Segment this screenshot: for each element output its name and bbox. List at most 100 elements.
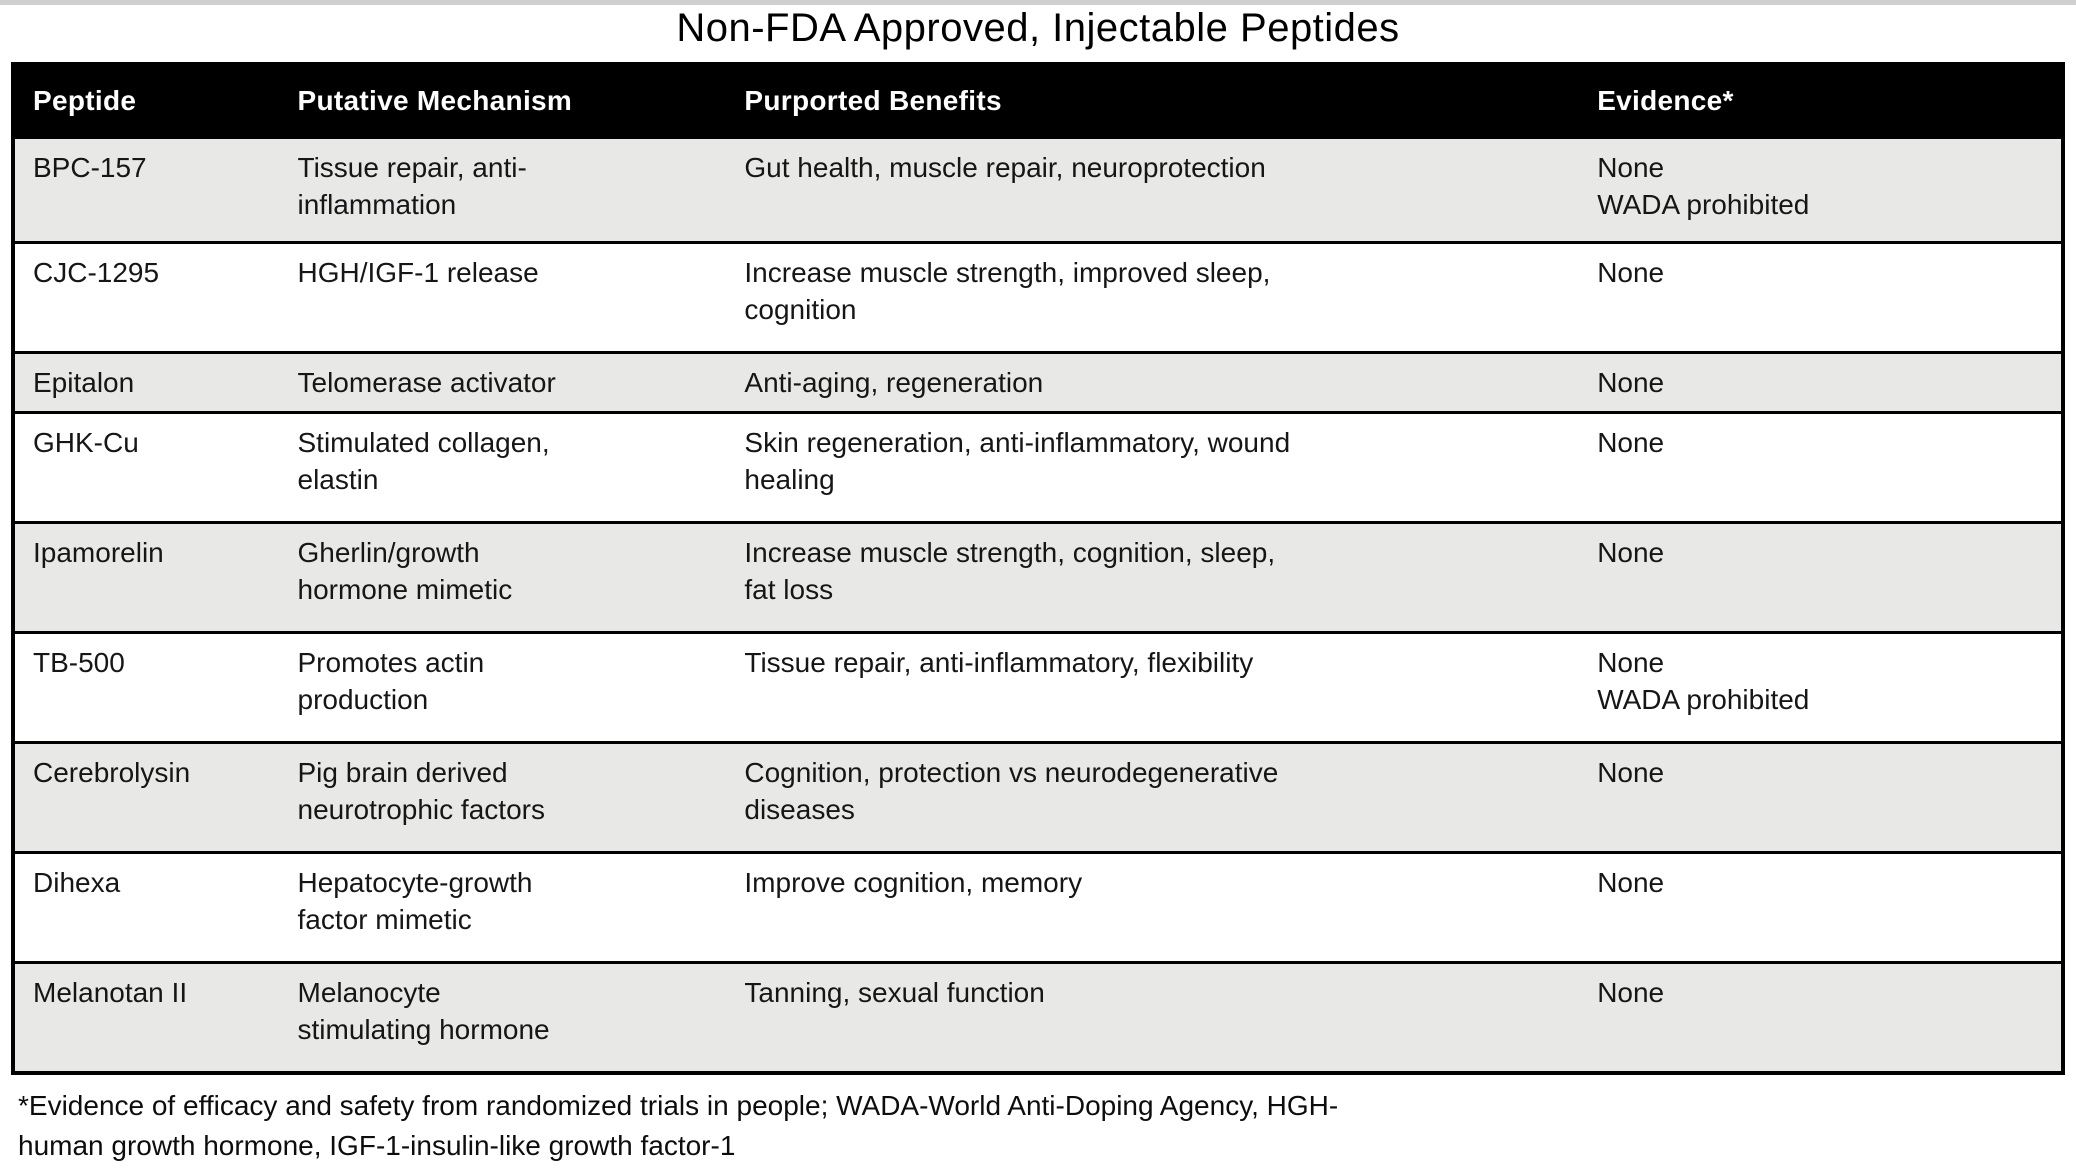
cell-line: GHK-Cu xyxy=(33,427,139,458)
cell-benefits: Tanning, sexual function xyxy=(726,961,1580,1073)
table-row: Ipamorelin Gherlin/growth hormone mimetic… xyxy=(13,521,2063,633)
cell-line: CJC-1295 xyxy=(33,257,160,288)
window-top-edge xyxy=(0,0,2076,5)
cell-evidence: None xyxy=(1579,411,2063,523)
cell-line: Gut health, muscle repair, neuroprotecti… xyxy=(744,152,1266,183)
cell-peptide: TB-500 xyxy=(13,631,280,743)
cell-line: Increase muscle strength, improved sleep… xyxy=(744,257,1271,288)
cell-line: Tanning, sexual function xyxy=(744,977,1045,1008)
cell-line: Melanotan II xyxy=(33,977,188,1008)
cell-line: healing xyxy=(744,464,835,495)
cell-peptide: Epitalon xyxy=(13,351,280,413)
cell-line: Increase muscle strength, cognition, sle… xyxy=(744,537,1276,568)
cell-evidence: None WADA prohibited xyxy=(1579,631,2063,743)
cell-line: fat loss xyxy=(744,574,834,605)
cell-line: WADA prohibited xyxy=(1597,189,1810,220)
cell-mechanism: Tissue repair, anti-inflammation xyxy=(279,136,727,243)
cell-line: TB-500 xyxy=(33,647,125,678)
cell-line: None xyxy=(1597,537,1665,568)
cell-evidence: None xyxy=(1579,351,2063,413)
cell-evidence: None WADA prohibited xyxy=(1579,136,2063,243)
cell-evidence: None xyxy=(1579,521,2063,633)
cell-benefits: Increase muscle strength, improved sleep… xyxy=(726,241,1580,353)
cell-mechanism: Pig brain derived neurotrophic factors xyxy=(279,741,727,853)
cell-line: None xyxy=(1597,867,1665,898)
cell-mechanism: Melanocyte stimulating hormone xyxy=(279,961,727,1073)
footnote-line: human growth hormone, IGF-1-insulin-like… xyxy=(18,1130,736,1161)
cell-line: diseases xyxy=(744,794,855,825)
cell-line: Anti-aging, regeneration xyxy=(744,367,1044,398)
table-row: BPC-157 Tissue repair, anti-inflammation… xyxy=(13,136,2063,243)
footnote: *Evidence of efficacy and safety from ra… xyxy=(18,1086,2058,1166)
cell-line: Telomerase activator xyxy=(297,367,556,398)
col-header-mechanism: Putative Mechanism xyxy=(279,64,727,138)
cell-peptide: GHK-Cu xyxy=(13,411,280,523)
cell-line: elastin xyxy=(297,464,379,495)
cell-line: None xyxy=(1597,977,1665,1008)
cell-evidence: None xyxy=(1579,961,2063,1073)
cell-peptide: Dihexa xyxy=(13,851,280,963)
cell-line: Melanocyte xyxy=(297,977,441,1008)
cell-line: Stimulated collagen, xyxy=(297,427,550,458)
cell-mechanism: Promotes actin production xyxy=(279,631,727,743)
table-body: BPC-157 Tissue repair, anti-inflammation… xyxy=(13,136,2063,1073)
cell-benefits: Improve cognition, memory xyxy=(726,851,1580,963)
cell-mechanism: Gherlin/growth hormone mimetic xyxy=(279,521,727,633)
cell-line: Improve cognition, memory xyxy=(744,867,1083,898)
cell-mechanism: Hepatocyte-growth factor mimetic xyxy=(279,851,727,963)
table-row: GHK-Cu Stimulated collagen, elastin Skin … xyxy=(13,411,2063,523)
cell-line: cognition xyxy=(744,294,857,325)
cell-line: Cognition, protection vs neurodegenerati… xyxy=(744,757,1279,788)
cell-benefits: Cognition, protection vs neurodegenerati… xyxy=(726,741,1580,853)
cell-line: WADA prohibited xyxy=(1597,684,1810,715)
cell-mechanism: Stimulated collagen, elastin xyxy=(279,411,727,523)
cell-peptide: CJC-1295 xyxy=(13,241,280,353)
cell-benefits: Skin regeneration, anti-inflammatory, wo… xyxy=(726,411,1580,523)
cell-line: hormone mimetic xyxy=(297,574,513,605)
col-header-benefits: Purported Benefits xyxy=(726,64,1580,138)
cell-line: Cerebrolysin xyxy=(33,757,191,788)
cell-benefits: Gut health, muscle repair, neuroprotecti… xyxy=(726,136,1580,243)
footnote-line: *Evidence of efficacy and safety from ra… xyxy=(18,1090,1339,1121)
table-row: Cerebrolysin Pig brain derived neurotroph… xyxy=(13,741,2063,853)
cell-peptide: Melanotan II xyxy=(13,961,280,1073)
cell-benefits: Increase muscle strength, cognition, sle… xyxy=(726,521,1580,633)
cell-line: stimulating hormone xyxy=(297,1014,550,1045)
table-row: Melanotan II Melanocyte stimulating hormo… xyxy=(13,961,2063,1073)
cell-line: None xyxy=(1597,257,1665,288)
table-row: Epitalon Telomerase activator Anti-aging… xyxy=(13,351,2063,413)
col-header-peptide: Peptide xyxy=(13,64,280,138)
cell-benefits: Tissue repair, anti-inflammatory, flexib… xyxy=(726,631,1580,743)
cell-peptide: BPC-157 xyxy=(13,136,280,243)
cell-line: Skin regeneration, anti-inflammatory, wo… xyxy=(744,427,1291,458)
cell-line: None xyxy=(1597,367,1665,398)
cell-line: Tissue repair, anti-inflammatory, flexib… xyxy=(744,647,1254,678)
cell-line: BPC-157 xyxy=(33,152,147,183)
cell-evidence: None xyxy=(1579,741,2063,853)
cell-mechanism: Telomerase activator xyxy=(279,351,727,413)
cell-line: Ipamorelin xyxy=(33,537,164,568)
cell-peptide: Ipamorelin xyxy=(13,521,280,633)
table-row: CJC-1295 HGH/IGF-1 release Increase musc… xyxy=(13,241,2063,353)
cell-line: Gherlin/growth xyxy=(297,537,480,568)
cell-line: factor mimetic xyxy=(297,904,472,935)
cell-line: production xyxy=(297,684,429,715)
cell-benefits: Anti-aging, regeneration xyxy=(726,351,1580,413)
cell-peptide: Cerebrolysin xyxy=(13,741,280,853)
cell-line: Promotes actin xyxy=(297,647,485,678)
cell-line: Hepatocyte-growth xyxy=(297,867,533,898)
cell-line: Pig brain derived xyxy=(297,757,508,788)
cell-evidence: None xyxy=(1579,241,2063,353)
cell-line: neurotrophic factors xyxy=(297,794,545,825)
cell-line: None xyxy=(1597,427,1665,458)
cell-mechanism: HGH/IGF-1 release xyxy=(279,241,727,353)
table-row: TB-500 Promotes actin production Tissue r… xyxy=(13,631,2063,743)
cell-evidence: None xyxy=(1579,851,2063,963)
cell-line: HGH/IGF-1 release xyxy=(297,257,539,288)
table-header-row: Peptide Putative Mechanism Purported Ben… xyxy=(13,64,2063,138)
cell-line: Tissue repair, anti- xyxy=(297,152,527,183)
cell-line: inflammation xyxy=(297,189,457,220)
cell-line: None xyxy=(1597,757,1665,788)
cell-line: Epitalon xyxy=(33,367,135,398)
page-title: Non-FDA Approved, Injectable Peptides xyxy=(676,6,1400,50)
